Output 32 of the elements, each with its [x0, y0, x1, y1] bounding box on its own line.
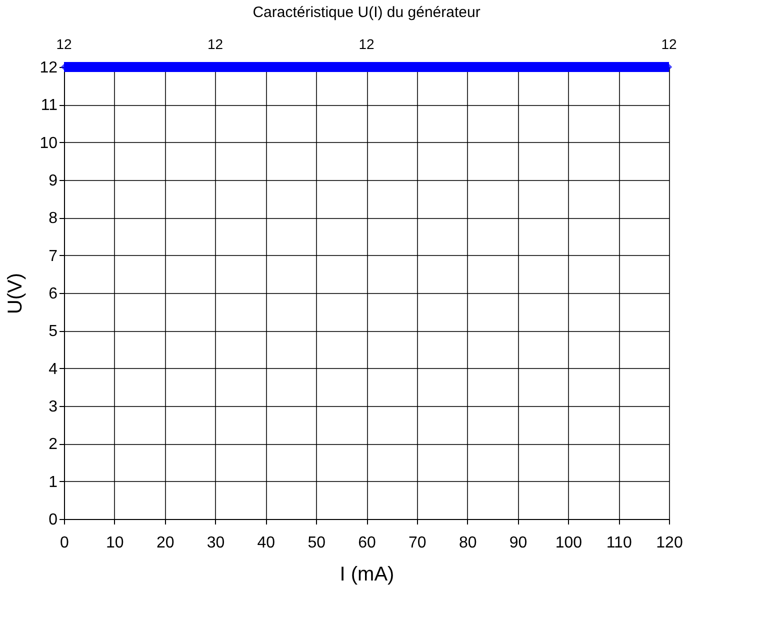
x-tick-label: 120	[656, 534, 683, 552]
y-tick-label: 2	[48, 436, 58, 454]
y-tick-label: 7	[48, 248, 58, 265]
x-axis-title: I (mA)	[340, 564, 394, 586]
y-tick-label: 4	[48, 360, 58, 378]
data-label: 12	[207, 36, 224, 52]
y-tick-label: 12	[40, 60, 58, 76]
x-tick-label: 0	[60, 534, 70, 552]
y-tick-label: 6	[48, 286, 58, 302]
x-tick-label: 40	[257, 534, 276, 552]
x-tick-label: 100	[555, 534, 582, 552]
x-tick-label: 60	[358, 534, 376, 552]
x-tick-label: 30	[206, 534, 225, 552]
chart-title: Caractéristique U(I) du générateur	[252, 4, 480, 21]
x-tick-label: 20	[156, 534, 174, 552]
x-tick-label: 10	[106, 534, 124, 552]
y-tick-label: 1	[48, 474, 58, 491]
x-tick-label: 80	[458, 534, 477, 552]
y-tick-label: 0	[48, 512, 58, 528]
x-tick-label: 50	[308, 534, 326, 552]
y-axis-title: U(V)	[4, 272, 27, 314]
y-tick-label: 5	[48, 323, 58, 340]
x-tick-label: 70	[408, 534, 426, 552]
data-label: 12	[661, 36, 677, 52]
x-tick-label: 110	[606, 534, 632, 552]
y-tick-label: 3	[48, 398, 58, 416]
data-label: 12	[358, 36, 374, 52]
y-tick-label: 11	[40, 97, 58, 114]
y-tick-label: 10	[40, 134, 58, 152]
y-tick-label: 9	[48, 172, 58, 190]
x-tick-label: 90	[509, 534, 528, 552]
y-tick-label: 8	[48, 210, 58, 228]
